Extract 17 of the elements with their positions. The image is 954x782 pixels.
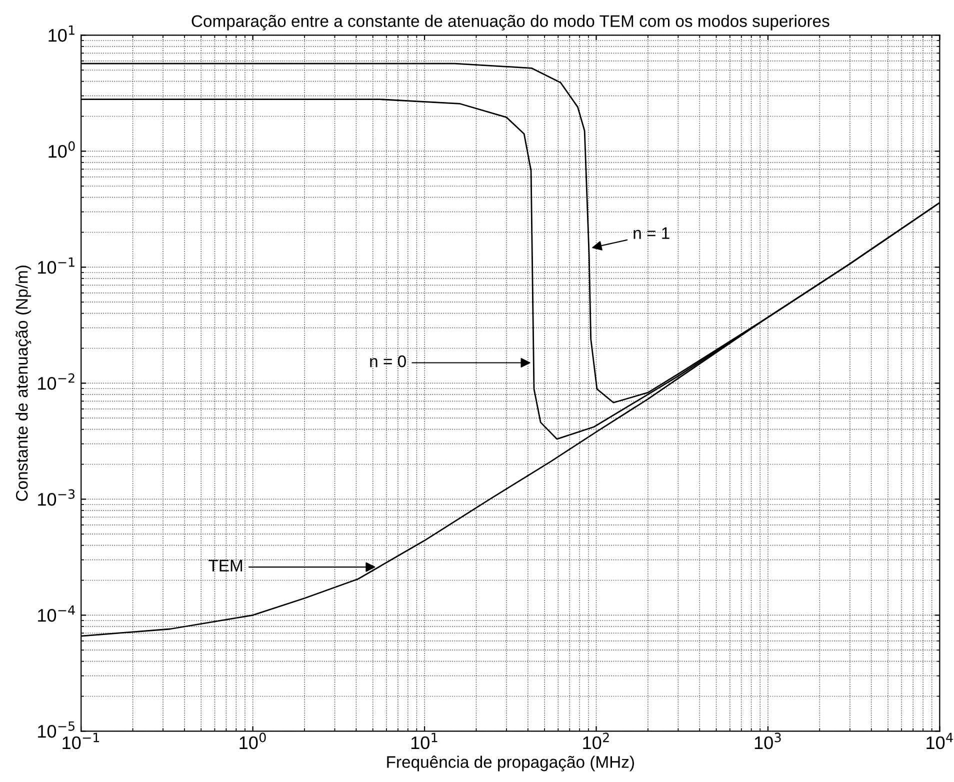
annotation: TEM [208, 560, 242, 572]
y-tick-label: 10$^{0}$ [48, 141, 75, 158]
y-axis-title: Constante de atenuação (Np/m) [16, 266, 32, 501]
y-tick-label: 10$^{1}$ [48, 25, 74, 42]
y-tick-label: 10$^{−1}$ [38, 257, 74, 274]
y-tick-label: 10$^{−2}$ [38, 373, 74, 390]
x-axis-title: Frequência de propagação (MHz) [387, 756, 634, 772]
y-tick-label: 10$^{−4}$ [38, 605, 75, 622]
annotation: n = 0 [370, 355, 406, 368]
chart-title: Comparação entre a constante de atenuação do modo TEM com os modos superiores [192, 14, 830, 30]
x-tick-label: 10$^{2}$ [583, 732, 609, 750]
x-tick-label: 10$^{0}$ [240, 732, 266, 750]
annotation: n = 1 [634, 227, 670, 239]
x-tick-label: 10$^{3}$ [754, 732, 781, 750]
x-tick-label: 10$^{1}$ [411, 732, 438, 750]
x-tick-label: 10$^{4}$ [926, 732, 953, 750]
y-tick-label: 10$^{−3}$ [38, 489, 75, 506]
